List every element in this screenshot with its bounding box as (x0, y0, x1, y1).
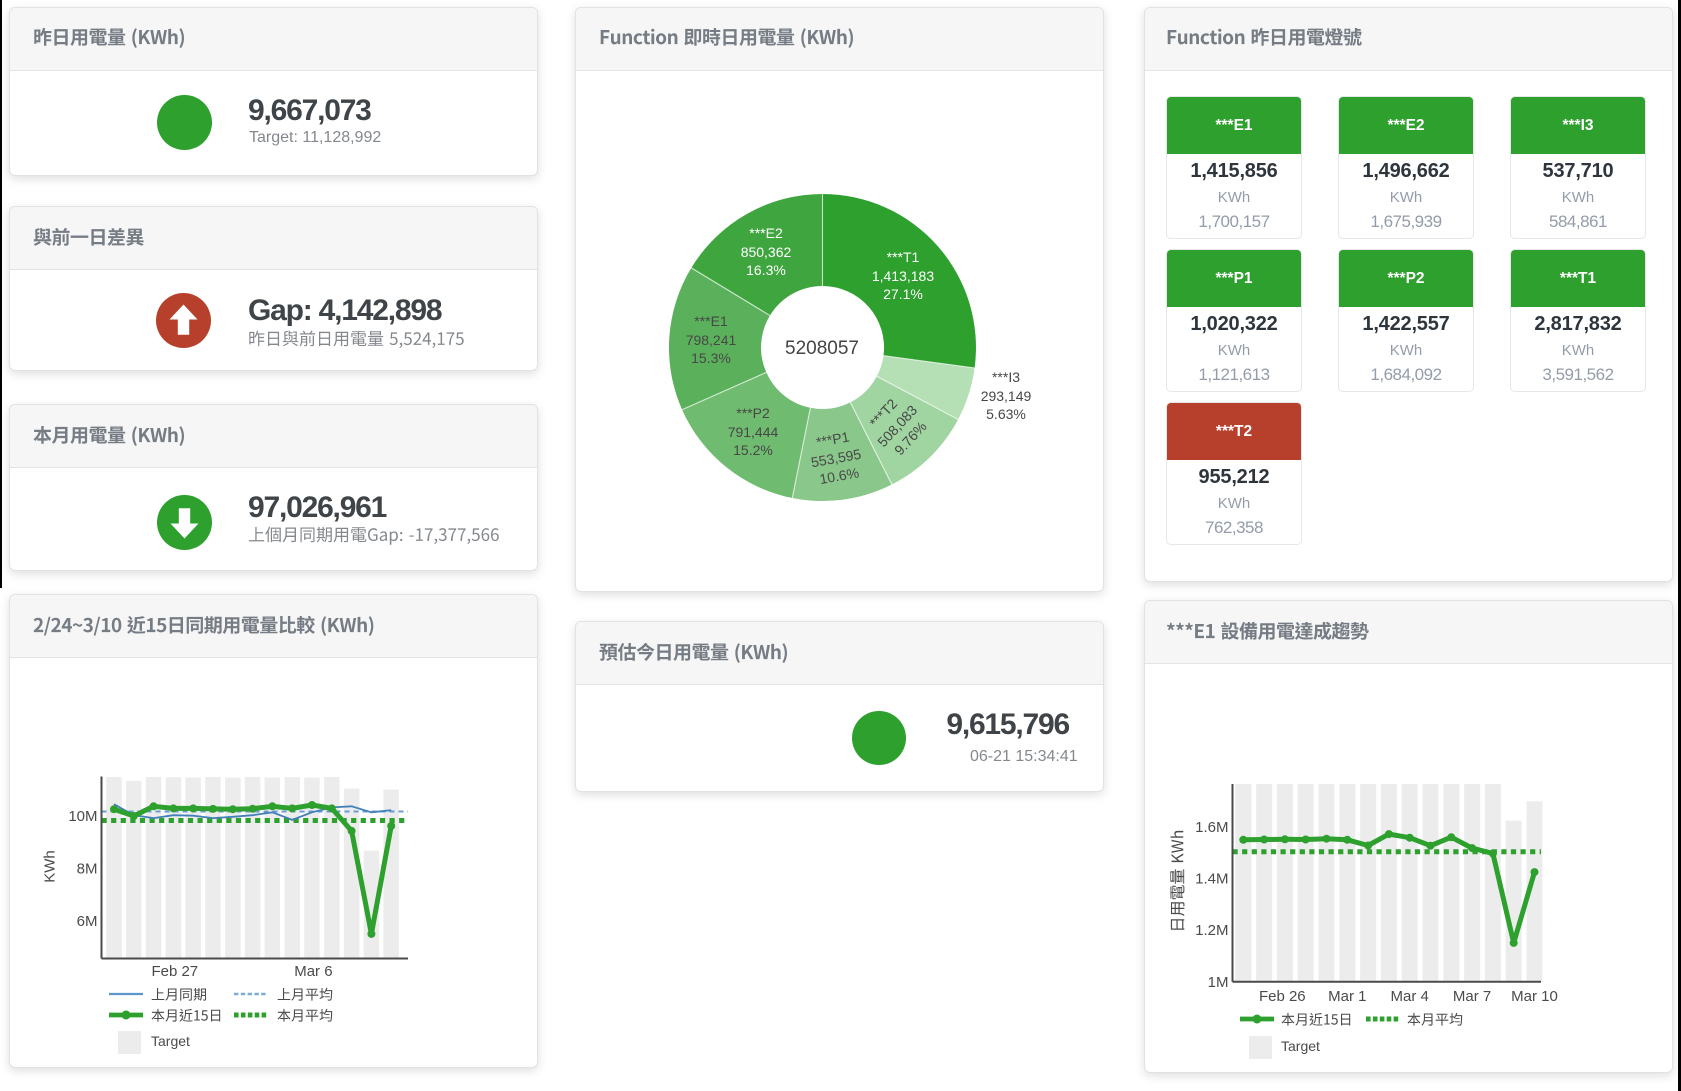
svg-text:6M: 6M (77, 913, 98, 930)
svg-text:1M: 1M (1208, 974, 1229, 991)
svg-text:8M: 8M (77, 861, 98, 878)
svg-text:Feb 27: Feb 27 (151, 963, 198, 980)
svg-text:1.6M: 1.6M (1195, 819, 1228, 836)
svg-text:1.2M: 1.2M (1195, 922, 1228, 939)
svg-text:Mar 10: Mar 10 (1511, 988, 1558, 1005)
svg-text:Mar 6: Mar 6 (294, 963, 332, 980)
svg-text:Mar 1: Mar 1 (1328, 988, 1366, 1005)
svg-text:1.4M: 1.4M (1195, 871, 1228, 888)
svg-text:Feb 26: Feb 26 (1259, 988, 1306, 1005)
svg-text:Mar 4: Mar 4 (1391, 988, 1429, 1005)
svg-text:Mar 7: Mar 7 (1453, 988, 1491, 1005)
svg-text:10M: 10M (68, 808, 97, 825)
